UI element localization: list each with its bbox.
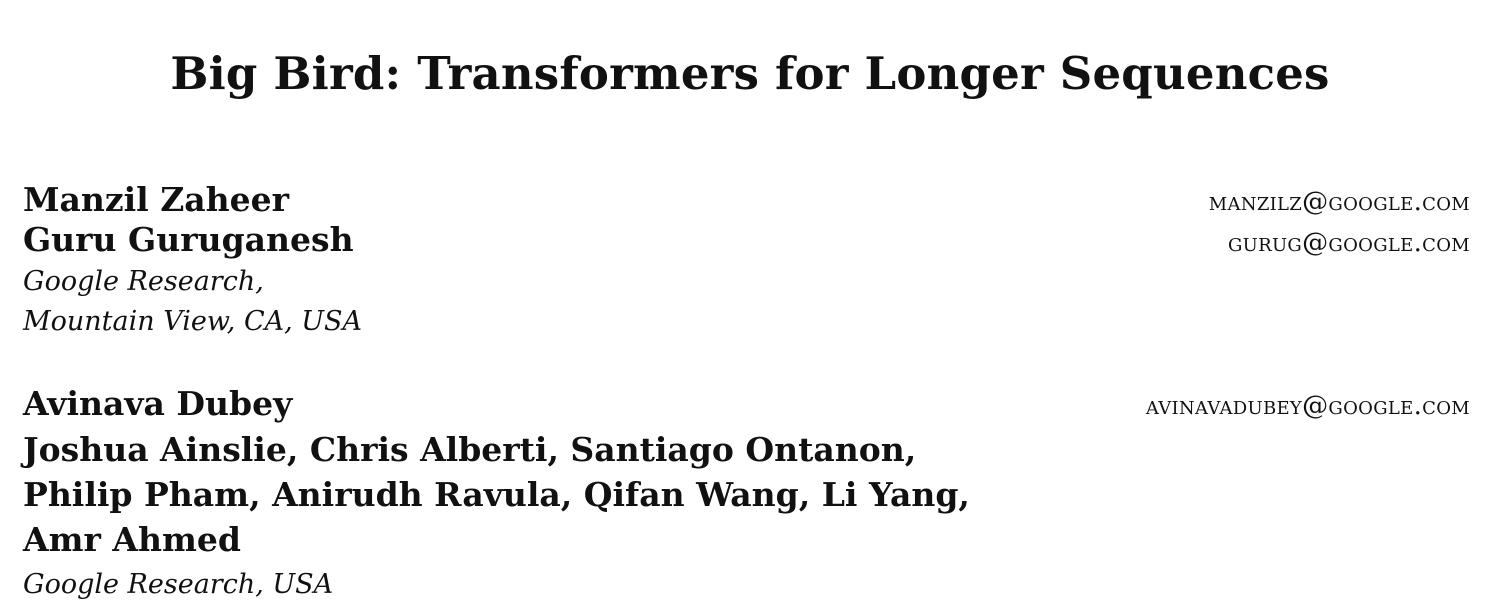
paper-title: Big Bird: Transformers for Longer Sequen… xyxy=(170,47,1330,100)
author-name-avinava-dubey: Avinava Dubey xyxy=(23,384,293,423)
affiliation-line: Mountain View, CA, USA xyxy=(23,306,363,337)
author-email-guru-guruganesh[interactable]: GURUG@GOOGLE.COM xyxy=(1227,228,1470,258)
author-list-line: Amr Ahmed xyxy=(23,520,241,559)
author-name-guru-guruganesh: Guru Guruganesh xyxy=(23,220,354,259)
author-email-manzil-zaheer[interactable]: MANZILZ@GOOGLE.COM xyxy=(1208,187,1470,217)
affiliation-line: Google Research, USA xyxy=(23,569,334,600)
affiliation-line: Google Research, xyxy=(23,266,264,297)
author-list-line: Joshua Ainslie, Chris Alberti, Santiago … xyxy=(23,430,917,469)
author-name-manzil-zaheer: Manzil Zaheer xyxy=(23,180,290,219)
author-email-avinava-dubey[interactable]: AVINAVADUBEY@GOOGLE.COM xyxy=(1145,391,1470,421)
author-list-line: Philip Pham, Anirudh Ravula, Qifan Wang,… xyxy=(23,475,970,514)
